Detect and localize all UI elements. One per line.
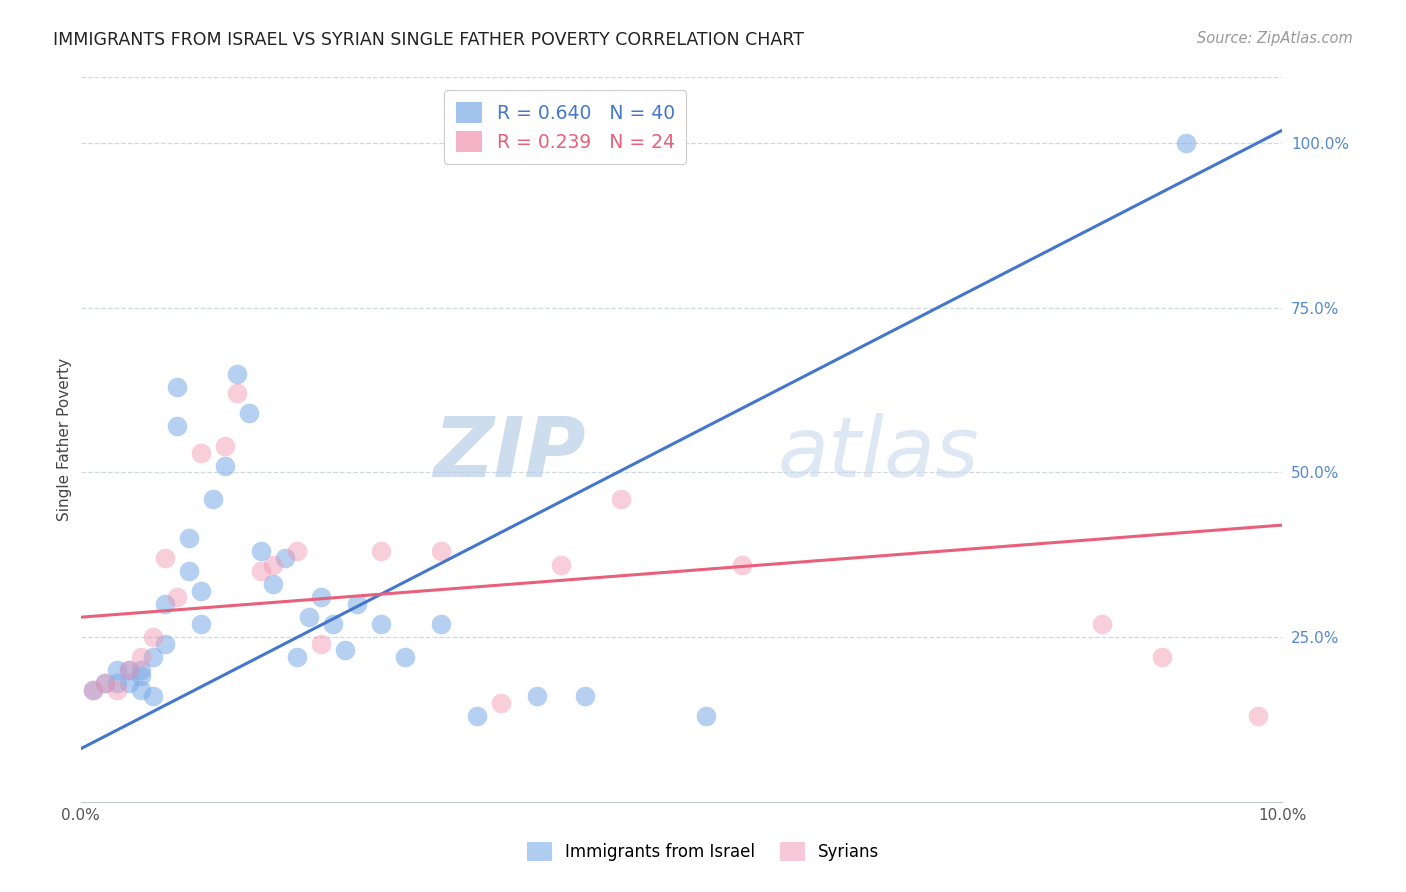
Point <box>346 597 368 611</box>
Point <box>695 709 717 723</box>
Y-axis label: Single Father Poverty: Single Father Poverty <box>58 358 72 521</box>
Point <box>526 690 548 704</box>
Point <box>93 676 115 690</box>
Point <box>225 367 247 381</box>
Point <box>93 676 115 690</box>
Point <box>1247 709 1270 723</box>
Point <box>550 558 572 572</box>
Point <box>117 663 139 677</box>
Point <box>465 709 488 723</box>
Point <box>249 544 271 558</box>
Point <box>190 616 212 631</box>
Point <box>82 682 104 697</box>
Point <box>129 649 152 664</box>
Text: Source: ZipAtlas.com: Source: ZipAtlas.com <box>1197 31 1353 46</box>
Point <box>238 406 260 420</box>
Point <box>430 544 453 558</box>
Point <box>274 551 297 566</box>
Point <box>574 690 596 704</box>
Point <box>105 676 128 690</box>
Point <box>153 597 176 611</box>
Point <box>1175 136 1198 151</box>
Point <box>166 591 188 605</box>
Point <box>142 690 165 704</box>
Point <box>333 643 356 657</box>
Point <box>322 616 344 631</box>
Point <box>129 682 152 697</box>
Point <box>1152 649 1174 664</box>
Point <box>177 531 200 545</box>
Point <box>129 669 152 683</box>
Point <box>610 491 633 506</box>
Point <box>262 558 284 572</box>
Point <box>117 676 139 690</box>
Point <box>201 491 224 506</box>
Point <box>190 583 212 598</box>
Point <box>129 663 152 677</box>
Point <box>285 544 308 558</box>
Point <box>214 439 236 453</box>
Point <box>370 544 392 558</box>
Point <box>153 551 176 566</box>
Point <box>166 380 188 394</box>
Point <box>309 591 332 605</box>
Point <box>225 386 247 401</box>
Point <box>370 616 392 631</box>
Text: atlas: atlas <box>778 414 980 494</box>
Point <box>166 419 188 434</box>
Point <box>142 630 165 644</box>
Point <box>190 445 212 459</box>
Point <box>394 649 416 664</box>
Legend: R = 0.640   N = 40, R = 0.239   N = 24: R = 0.640 N = 40, R = 0.239 N = 24 <box>444 90 686 164</box>
Point <box>142 649 165 664</box>
Point <box>105 682 128 697</box>
Point <box>309 636 332 650</box>
Point <box>1091 616 1114 631</box>
Point <box>105 663 128 677</box>
Point <box>262 577 284 591</box>
Point <box>177 564 200 578</box>
Point <box>214 458 236 473</box>
Text: IMMIGRANTS FROM ISRAEL VS SYRIAN SINGLE FATHER POVERTY CORRELATION CHART: IMMIGRANTS FROM ISRAEL VS SYRIAN SINGLE … <box>53 31 804 49</box>
Point <box>249 564 271 578</box>
Point <box>489 696 512 710</box>
Point <box>153 636 176 650</box>
Legend: Immigrants from Israel, Syrians: Immigrants from Israel, Syrians <box>520 835 886 868</box>
Point <box>82 682 104 697</box>
Point <box>730 558 752 572</box>
Point <box>285 649 308 664</box>
Point <box>430 616 453 631</box>
Point <box>298 610 321 624</box>
Point <box>117 663 139 677</box>
Text: ZIP: ZIP <box>433 414 585 494</box>
